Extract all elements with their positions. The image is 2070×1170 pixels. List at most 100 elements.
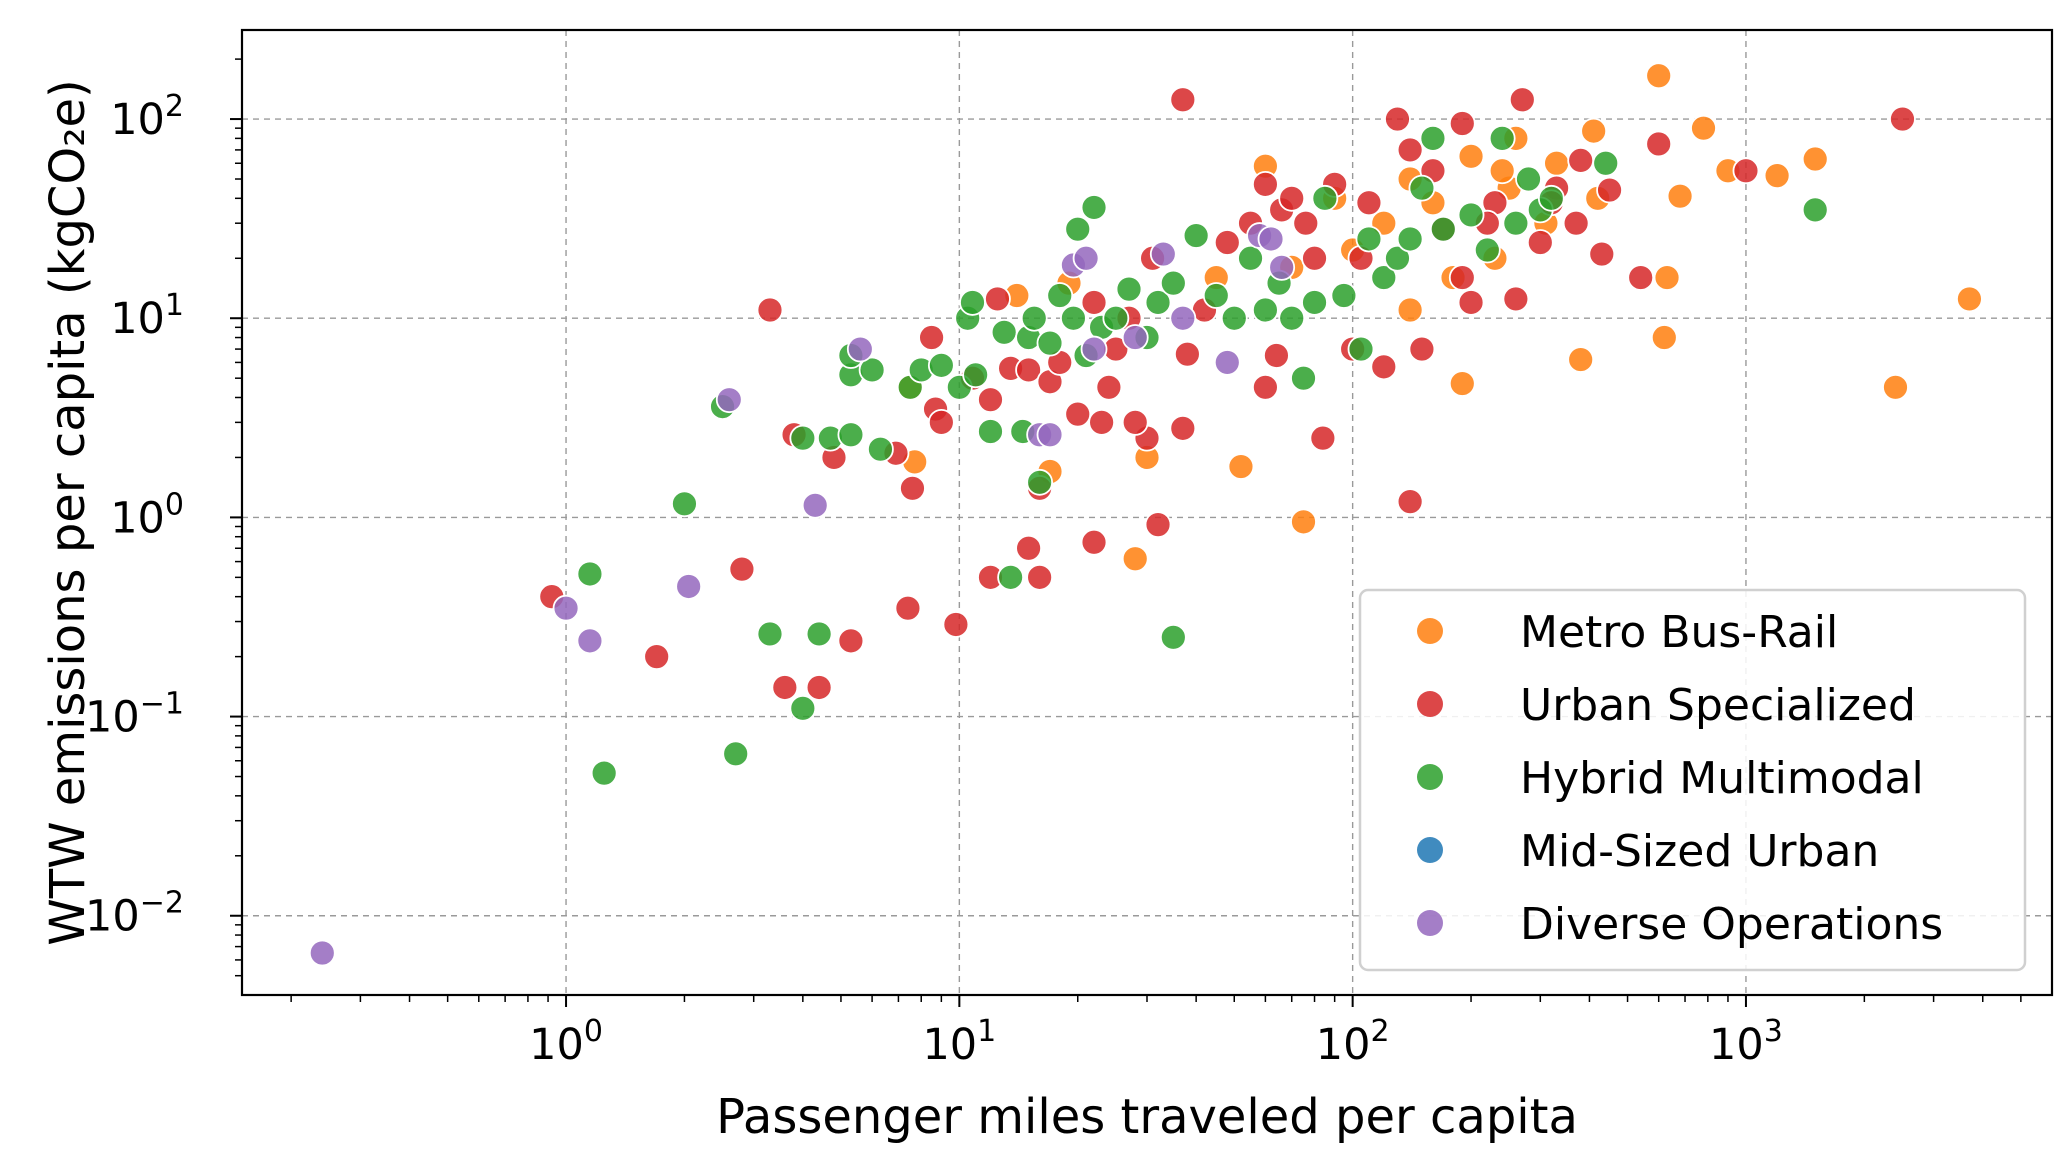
- data-point: [576, 560, 604, 588]
- legend-marker: [1417, 910, 1443, 936]
- data-point: [1457, 142, 1485, 170]
- data-point: [1650, 324, 1678, 351]
- data-point: [671, 490, 698, 518]
- data-point: [576, 627, 604, 655]
- y-axis-title: WTW emissions per capita (kgCO₂e): [40, 79, 96, 945]
- data-point: [984, 285, 1011, 313]
- data-point: [1046, 282, 1074, 309]
- data-point: [1645, 130, 1673, 158]
- data-point: [1645, 62, 1673, 90]
- legend: Metro Bus-Rail Urban Specialized Hybrid Mu…: [1358, 588, 2027, 972]
- data-point: [927, 351, 955, 379]
- data-point: [1263, 342, 1290, 369]
- data-point: [1251, 373, 1279, 401]
- data-point: [1290, 508, 1317, 536]
- data-point: [1396, 488, 1424, 516]
- data-point: [1064, 400, 1092, 428]
- data-point: [1396, 296, 1424, 324]
- data-point: [1121, 545, 1149, 573]
- data-point: [1290, 364, 1317, 392]
- data-point: [1448, 370, 1476, 397]
- data-point: [1419, 124, 1447, 152]
- data-point: [1115, 275, 1143, 303]
- data-point: [552, 594, 580, 622]
- data-point: [1149, 240, 1177, 268]
- data-point: [1102, 304, 1130, 332]
- data-point: [1036, 329, 1064, 357]
- data-point: [918, 324, 945, 351]
- data-point: [1080, 335, 1108, 363]
- legend-marker: [1417, 691, 1443, 717]
- data-point: [1690, 114, 1717, 142]
- data-point: [1237, 244, 1264, 272]
- data-point: [1588, 240, 1616, 268]
- data-point: [1408, 335, 1436, 363]
- data-point: [1080, 194, 1108, 221]
- data-point: [1763, 162, 1791, 190]
- legend-marker: [1417, 618, 1443, 644]
- data-point: [1173, 340, 1201, 368]
- data-point: [1627, 264, 1655, 291]
- data-point: [789, 694, 817, 722]
- data-point: [1026, 468, 1054, 496]
- data-point: [942, 611, 970, 638]
- y-tick-label: 102: [110, 89, 184, 145]
- data-point: [1508, 86, 1536, 114]
- data-point: [1278, 304, 1306, 332]
- data-point: [1301, 289, 1328, 316]
- data-point: [1429, 215, 1457, 243]
- data-point: [801, 491, 829, 519]
- data-point: [1543, 149, 1570, 177]
- series-diverse-operations: [308, 222, 1296, 967]
- data-point: [722, 740, 750, 768]
- data-point: [756, 296, 784, 324]
- data-point: [1889, 105, 1916, 133]
- data-point: [1036, 421, 1064, 449]
- data-point: [1370, 264, 1398, 291]
- data-point: [1311, 184, 1339, 212]
- data-point: [1292, 209, 1320, 237]
- data-point: [1653, 264, 1681, 291]
- x-tick-label: 100: [529, 1014, 603, 1070]
- data-point: [1457, 201, 1485, 229]
- data-point: [1020, 304, 1048, 332]
- data-point: [837, 421, 865, 449]
- data-point: [805, 620, 833, 648]
- data-point: [1080, 289, 1108, 316]
- data-point: [1732, 157, 1760, 185]
- data-point: [1502, 209, 1530, 237]
- data-point: [1144, 511, 1172, 539]
- data-point: [927, 408, 955, 436]
- series-hybrid-multimodal: [576, 124, 1829, 787]
- data-point: [805, 674, 833, 701]
- data-point: [1251, 170, 1279, 198]
- data-point: [1182, 222, 1210, 249]
- data-point: [728, 555, 756, 583]
- data-point: [1202, 282, 1230, 309]
- data-point: [1882, 373, 1909, 401]
- data-point: [1526, 229, 1554, 256]
- data-point: [643, 643, 671, 671]
- data-point: [1080, 528, 1108, 556]
- x-tick-labels: 100 101 102 103: [529, 1014, 1783, 1070]
- data-points: [308, 62, 1983, 967]
- legend-label: Mid-Sized Urban: [1520, 826, 1879, 877]
- data-point: [756, 620, 784, 648]
- data-point: [1309, 424, 1337, 452]
- data-point: [1169, 86, 1197, 114]
- data-point: [1592, 149, 1620, 177]
- data-point: [977, 386, 1004, 414]
- major-ticks: [230, 118, 1747, 1007]
- data-point: [308, 939, 336, 967]
- data-point: [1355, 225, 1383, 253]
- data-point: [1088, 408, 1116, 436]
- data-point: [1515, 165, 1542, 193]
- data-point: [590, 759, 618, 787]
- plot-frame: [240, 28, 2054, 997]
- data-point: [1562, 209, 1590, 237]
- data-point: [858, 356, 886, 384]
- data-point: [1257, 225, 1285, 253]
- data-point: [962, 361, 990, 389]
- y-tick-label: 101: [110, 288, 184, 344]
